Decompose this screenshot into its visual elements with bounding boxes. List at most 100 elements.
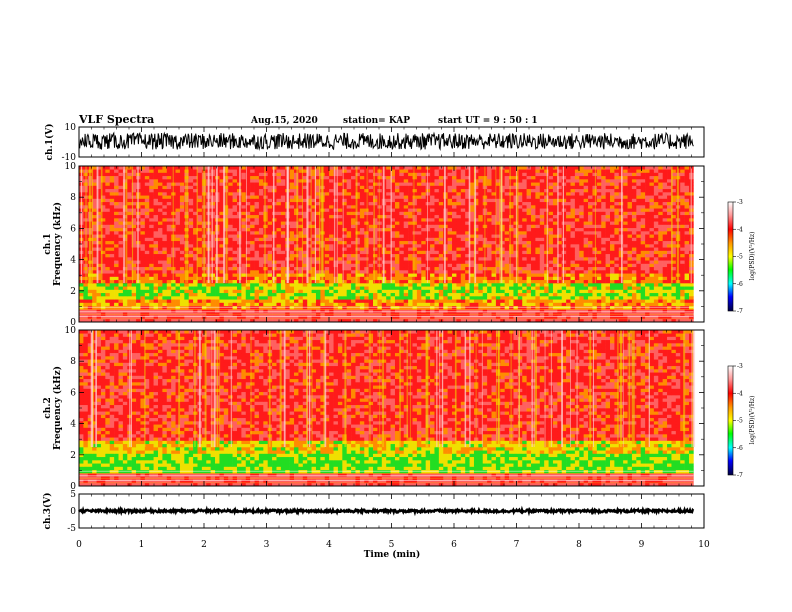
- spectrogram-cell: [140, 234, 146, 238]
- spectrogram-cell: [535, 309, 541, 313]
- spectrogram-cell: [131, 296, 137, 300]
- spectrogram-cell: [92, 218, 97, 222]
- spectrogram-cell: [92, 237, 97, 242]
- spectrogram-cell: [184, 315, 190, 320]
- spectrogram-cell: [535, 214, 541, 219]
- spectrogram-cell: [465, 234, 470, 238]
- spectrogram-cell: [452, 240, 457, 245]
- spectrogram-cell: [491, 257, 497, 261]
- spectrogram-cell: [92, 253, 97, 258]
- spectrogram-cell: [504, 208, 510, 212]
- spectrogram-cell: [570, 257, 576, 261]
- spectrogram-cell: [219, 257, 225, 261]
- spectrogram-cell: [215, 309, 220, 313]
- spectrogram-cell: [403, 211, 409, 216]
- spectrogram-cell: [294, 315, 299, 320]
- spectrogram-cell: [456, 208, 462, 212]
- spectrogram-cell: [289, 286, 295, 290]
- spectrogram-cell: [583, 309, 589, 313]
- spectrogram-cell: [465, 273, 470, 277]
- spectrogram-cell: [460, 237, 466, 242]
- spectrogram-cell: [364, 234, 369, 238]
- spectrogram-cell: [636, 253, 642, 258]
- spectrogram-cell: [680, 253, 685, 258]
- spectrogram-cell: [298, 273, 304, 277]
- spectrogram-cell: [623, 221, 628, 225]
- spectrogram-cell: [592, 299, 598, 303]
- spectrogram-cell: [456, 302, 462, 307]
- spectrogram-cell: [219, 283, 225, 287]
- spectrogram-cell: [92, 286, 97, 290]
- spectrogram-cell: [162, 283, 168, 287]
- spectrogram-cell: [329, 289, 334, 294]
- spectrogram-cell: [394, 257, 400, 261]
- spectrogram-cell: [623, 218, 628, 222]
- spectrogram-cell: [412, 257, 418, 261]
- spectrogram-cell: [359, 244, 365, 248]
- spectrogram-cell: [157, 237, 163, 242]
- spectrogram-cell: [311, 302, 317, 307]
- spectrogram-cell: [684, 296, 690, 300]
- spectrogram-cell: [114, 208, 119, 212]
- spectrogram-cell: [517, 211, 523, 216]
- spectrogram-cell: [351, 260, 356, 264]
- spectrogram-cell: [583, 227, 589, 232]
- spectrogram-cell: [276, 247, 282, 251]
- spectrogram-cell: [403, 227, 409, 232]
- spectrogram-cell: [315, 302, 321, 307]
- spectrogram-cell: [658, 231, 663, 235]
- spectrogram-cell: [456, 305, 462, 310]
- spectrogram-cell: [188, 240, 194, 245]
- spectrogram-cell: [592, 214, 598, 219]
- spectrogram-cell: [193, 283, 198, 287]
- spectrogram-cell: [302, 286, 308, 290]
- spectrogram-cell: [79, 286, 84, 290]
- spectrogram-cell: [254, 250, 260, 255]
- spectrogram-cell: [386, 244, 391, 248]
- spectrogram-cell: [351, 305, 356, 310]
- spectrogram-cell: [452, 309, 457, 313]
- spectrogram-cell: [522, 309, 527, 313]
- spectrogram-cell: [662, 273, 668, 277]
- spectrogram-cell: [688, 289, 694, 294]
- spectrogram-cell: [399, 247, 405, 251]
- spectrogram-cell: [438, 247, 444, 251]
- spectrogram-cell: [566, 208, 571, 212]
- spectrogram-cell: [175, 211, 181, 216]
- spectrogram-cell: [236, 296, 242, 300]
- spectrogram-cell: [649, 263, 655, 268]
- spectrogram-cell: [377, 257, 383, 261]
- spectrogram-cell: [500, 273, 505, 277]
- spectrogram-cell: [153, 263, 159, 268]
- spectrogram-cell: [601, 257, 606, 261]
- spectrogram-cell: [570, 218, 576, 222]
- spectrogram-cell: [140, 211, 146, 216]
- spectrogram-cell: [263, 292, 268, 297]
- spectrogram-cell: [614, 283, 620, 287]
- spectrogram-cell: [548, 240, 554, 245]
- spectrogram-cell: [315, 211, 321, 216]
- spectrogram-cell: [162, 289, 168, 294]
- spectrogram-cell: [232, 305, 238, 310]
- spectrogram-cell: [267, 270, 273, 274]
- spectrogram-cell: [329, 234, 334, 238]
- spectrogram-cell: [342, 205, 347, 209]
- spectrogram-cell: [307, 276, 312, 281]
- spectrogram-cell: [92, 289, 97, 294]
- spectrogram-cell: [373, 289, 378, 294]
- spectrogram-cell: [359, 286, 365, 290]
- spectrogram-cell: [539, 283, 545, 287]
- spectrogram-cell: [517, 260, 523, 264]
- spectrogram-cell: [416, 227, 422, 232]
- spectrogram-cell: [228, 289, 233, 294]
- spectrogram-cell: [495, 266, 501, 271]
- spectrogram-cell: [342, 218, 347, 222]
- spectrogram-cell: [254, 309, 260, 313]
- spectrogram-cell: [337, 318, 343, 323]
- spectrogram-cell: [403, 237, 409, 242]
- spectrogram-cell: [640, 211, 646, 216]
- spectrogram-cell: [188, 273, 194, 277]
- spectrogram-cell: [272, 318, 277, 323]
- spectrogram-cell: [412, 279, 418, 284]
- spectrogram-cell: [219, 231, 225, 235]
